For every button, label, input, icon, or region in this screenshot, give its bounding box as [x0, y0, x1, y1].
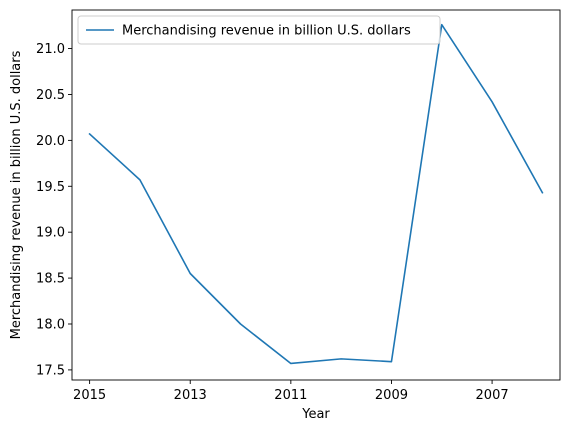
axes: 2015 2013 2011 2009 2007 17.5 18.0 18.5 19.0 19.5…	[36, 9, 561, 403]
x-tick-label: 2011	[274, 388, 307, 403]
y-tick-label: 18.0	[36, 317, 65, 332]
x-tick-label: 2015	[73, 388, 106, 403]
legend-box	[77, 15, 441, 45]
y-tick-label: 19.5	[36, 180, 65, 195]
series-line-0	[88, 23, 544, 365]
x-tick-label: 2013	[174, 388, 207, 403]
y-tick-label: 19.0	[36, 226, 65, 241]
x-tick-label: 2007	[476, 388, 509, 403]
y-tick-label: 18.5	[36, 272, 65, 287]
x-axis-label: Year	[301, 407, 330, 422]
y-tick-label: 20.5	[36, 88, 65, 103]
x-tick-label: 2009	[375, 388, 408, 403]
y-tick-label: 20.0	[36, 134, 65, 149]
y-tick-label: 17.5	[36, 363, 65, 378]
plot-area	[88, 23, 544, 365]
y-axis-label: Merchandising revenue in billion U.S. do…	[9, 50, 24, 339]
y-tick-label: 21.0	[36, 42, 65, 57]
legend-entry: Merchandising revenue in billion U.S. do…	[122, 24, 411, 39]
legend: Merchandising revenue in billion U.S. do…	[77, 15, 441, 45]
plot-frame	[71, 9, 561, 381]
